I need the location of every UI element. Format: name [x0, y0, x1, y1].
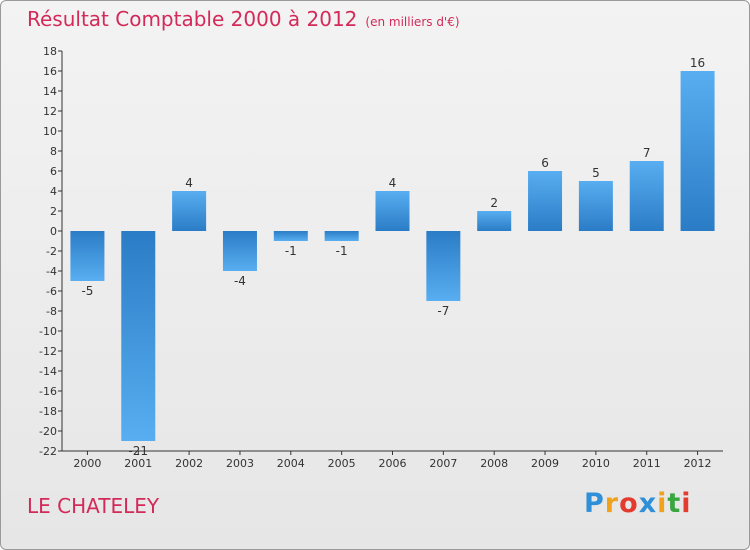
x-tick-label: 2010: [582, 457, 610, 470]
x-tick-label: 2003: [226, 457, 254, 470]
data-label-2000: -5: [81, 284, 93, 298]
data-label-2002: 4: [185, 176, 193, 190]
bar-2005: [324, 231, 359, 241]
proxiti-logo: Proxiti: [584, 488, 692, 519]
y-tick-label: 12: [43, 105, 57, 118]
logo-letter: i: [681, 488, 692, 519]
y-tick-label: -22: [39, 445, 57, 458]
x-tick-label: 2001: [124, 457, 152, 470]
data-label-2009: 6: [541, 156, 549, 170]
y-tick-label: -6: [46, 285, 57, 298]
logo-letter: i: [657, 488, 668, 519]
x-tick-label: 2004: [277, 457, 305, 470]
bar-2000: [70, 231, 105, 281]
y-tick-label: -10: [39, 325, 57, 338]
y-tick-label: -20: [39, 425, 57, 438]
logo-letter: r: [604, 488, 620, 519]
data-label-2007: -7: [437, 304, 449, 318]
data-label-2004: -1: [285, 244, 297, 258]
bar-2008: [477, 211, 512, 231]
bar-2009: [528, 171, 563, 231]
y-tick-label: -14: [39, 365, 57, 378]
y-tick-label: -8: [46, 305, 57, 318]
y-tick-label: -12: [39, 345, 57, 358]
bar-2011: [629, 161, 664, 231]
logo-letter: x: [638, 488, 658, 519]
bar-2001: [121, 231, 156, 441]
data-label-2012: 16: [690, 56, 705, 70]
y-tick-label: 2: [50, 205, 57, 218]
data-label-2006: 4: [389, 176, 397, 190]
data-label-2005: -1: [336, 244, 348, 258]
data-label-2001: -21: [128, 444, 148, 458]
y-tick-label: 8: [50, 145, 57, 158]
y-tick-label: -2: [46, 245, 57, 258]
y-tick-label: 6: [50, 165, 57, 178]
y-tick-label: 0: [50, 225, 57, 238]
bar-2010: [578, 181, 613, 231]
chart-subtitle: (en milliers d'€): [365, 15, 460, 29]
logo-letter: o: [619, 488, 639, 519]
y-tick-label: 10: [43, 125, 57, 138]
y-tick-label: 4: [50, 185, 57, 198]
data-label-2011: 7: [643, 146, 651, 160]
y-tick-label: -16: [39, 385, 57, 398]
x-tick-label: 2006: [379, 457, 407, 470]
logo-letter: P: [584, 488, 605, 519]
x-tick-label: 2002: [175, 457, 203, 470]
x-tick-label: 2012: [684, 457, 712, 470]
x-tick-label: 2000: [73, 457, 101, 470]
logo-letter: t: [667, 488, 682, 519]
bar-2006: [375, 191, 410, 231]
y-tick-label: -4: [46, 265, 57, 278]
bar-2004: [273, 231, 308, 241]
chart-title: Résultat Comptable 2000 à 2012 (en millie…: [27, 7, 460, 31]
bar-2003: [222, 231, 257, 271]
x-tick-label: 2005: [328, 457, 356, 470]
x-tick-label: 2008: [480, 457, 508, 470]
data-label-2008: 2: [490, 196, 498, 210]
y-tick-label: -18: [39, 405, 57, 418]
y-tick-label: 16: [43, 65, 57, 78]
bar-2012: [680, 71, 715, 231]
data-label-2010: 5: [592, 166, 600, 180]
place-name: LE CHATELEY: [27, 494, 160, 518]
x-tick-label: 2011: [633, 457, 661, 470]
y-tick-label: 18: [43, 45, 57, 58]
chart-title-text: Résultat Comptable 2000 à 2012: [27, 7, 358, 31]
x-tick-label: 2009: [531, 457, 559, 470]
data-label-2003: -4: [234, 274, 246, 288]
x-tick-label: 2007: [429, 457, 457, 470]
bar-2002: [172, 191, 207, 231]
y-tick-label: 14: [43, 85, 57, 98]
bar-2007: [426, 231, 461, 301]
